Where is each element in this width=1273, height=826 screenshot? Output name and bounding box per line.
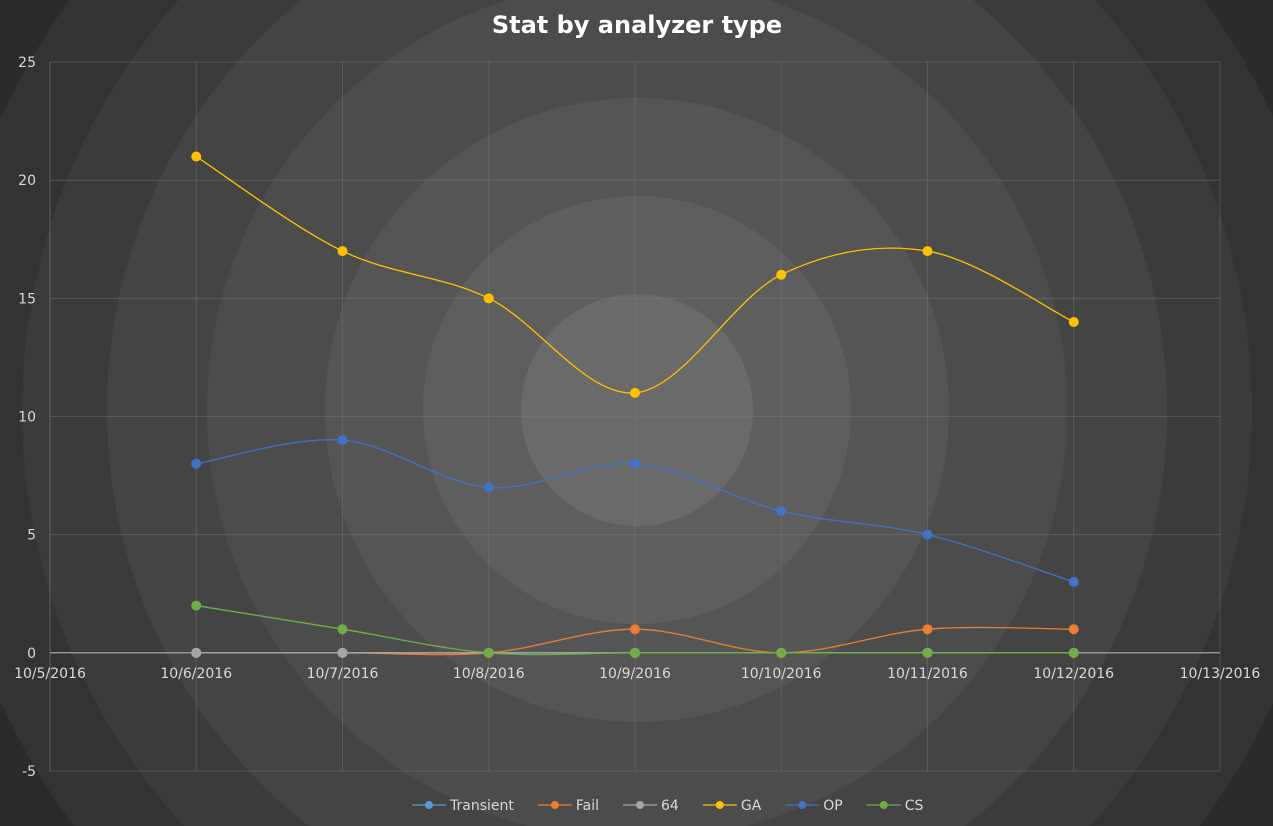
- data-point-cs: [630, 647, 640, 658]
- data-point-op: [922, 529, 933, 540]
- data-point-ga: [337, 246, 348, 257]
- legend-swatch-marker: [879, 801, 888, 809]
- data-point-ga: [630, 387, 640, 398]
- chart-title: Stat by analyzer type: [492, 11, 782, 39]
- y-tick-label: 5: [27, 528, 36, 544]
- y-tick-label: 0: [27, 646, 36, 662]
- x-tick-label: 10/11/2016: [887, 666, 968, 682]
- legend-item-64: 64: [623, 798, 679, 814]
- x-tick-label: 10/5/2016: [14, 666, 86, 682]
- legend-item-cs: CS: [866, 798, 924, 814]
- legend-item-fail: Fail: [537, 798, 599, 814]
- x-tick-label: 10/8/2016: [453, 666, 525, 682]
- data-point-cs: [483, 647, 494, 658]
- legend-label: 64: [661, 798, 679, 814]
- legend-label: GA: [741, 798, 762, 814]
- y-tick-label: 25: [18, 55, 36, 71]
- data-point-ga: [922, 246, 933, 257]
- data-point-op: [1068, 576, 1079, 587]
- x-axis-ticks: 10/5/2016 10/6/2016 10/7/2016 10/8/2016 10/9…: [14, 666, 1260, 682]
- legend-item-ga: GA: [702, 798, 762, 814]
- x-tick-label: 10/13/2016: [1180, 666, 1261, 682]
- legend-label: Transient: [449, 798, 514, 814]
- data-point-64: [337, 647, 348, 658]
- legend: Transient Fail 64 GA OP CS: [412, 798, 924, 814]
- x-tick-label: 10/6/2016: [160, 666, 232, 682]
- legend-label: OP: [823, 798, 842, 814]
- data-point-ga: [483, 293, 494, 304]
- data-point-op: [630, 458, 640, 469]
- x-tick-label: 10/12/2016: [1033, 666, 1114, 682]
- legend-label: CS: [905, 798, 924, 814]
- data-point-64: [191, 647, 202, 658]
- data-point-cs: [191, 600, 202, 611]
- data-point-fail: [1068, 624, 1079, 635]
- legend-swatch-marker: [425, 801, 433, 809]
- data-point-op: [483, 482, 494, 493]
- legend-swatch-marker: [798, 801, 807, 809]
- data-point-cs: [337, 624, 348, 635]
- legend-item-transient: Transient: [412, 798, 514, 814]
- y-tick-label: -5: [22, 764, 36, 780]
- legend-swatch-marker: [715, 801, 724, 809]
- gridlines: [49, 61, 1221, 772]
- legend-swatch-marker: [636, 801, 645, 809]
- y-axis-ticks: 25 20 15 10 5 0 -5: [18, 55, 36, 780]
- data-point-cs: [922, 647, 933, 658]
- data-point-op: [191, 458, 202, 469]
- legend-label: Fail: [576, 798, 599, 814]
- y-tick-label: 15: [18, 291, 36, 307]
- data-point-op: [776, 506, 787, 517]
- data-point-ga: [191, 151, 202, 162]
- x-tick-label: 10/9/2016: [599, 666, 671, 682]
- data-point-fail: [630, 624, 640, 635]
- data-point-cs: [776, 647, 787, 658]
- y-tick-label: 10: [18, 410, 36, 426]
- data-point-ga: [776, 269, 787, 280]
- data-point-ga: [1068, 316, 1079, 327]
- series-points: [191, 151, 1079, 658]
- y-tick-label: 20: [18, 173, 36, 189]
- x-tick-label: 10/10/2016: [741, 666, 822, 682]
- data-point-cs: [1068, 647, 1079, 658]
- legend-item-op: OP: [785, 798, 843, 814]
- x-tick-label: 10/7/2016: [307, 666, 379, 682]
- legend-swatch-marker: [550, 801, 559, 809]
- data-point-op: [337, 435, 348, 446]
- data-point-fail: [922, 624, 933, 635]
